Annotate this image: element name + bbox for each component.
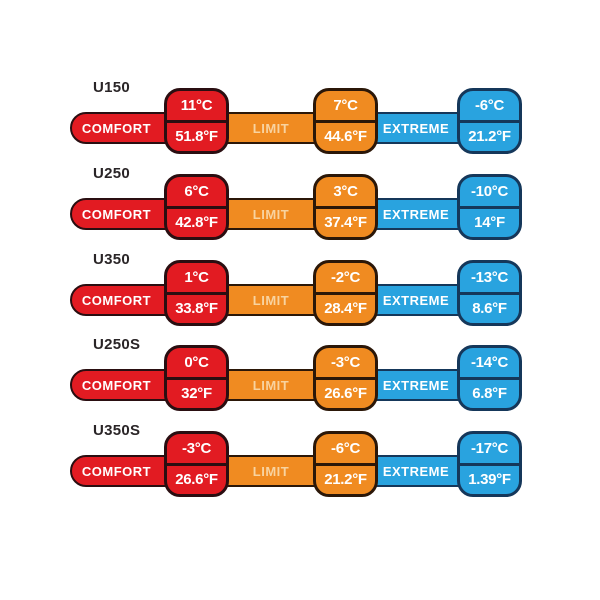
comfort-fahrenheit-value: 42.8°F bbox=[167, 205, 226, 238]
rating-row-u250: U250 COMFORT LIMIT EXTREME 6°C 42.8°F 3°… bbox=[0, 165, 600, 251]
comfort-fahrenheit-value: 51.8°F bbox=[167, 119, 226, 152]
comfort-badge: -3°C 26.6°F bbox=[164, 431, 229, 497]
extreme-fahrenheit-value: 1.39°F bbox=[460, 462, 519, 495]
limit-label: LIMIT bbox=[252, 206, 290, 222]
comfort-celsius-value: 11°C bbox=[180, 96, 213, 114]
extreme-celsius-value: -14°C bbox=[470, 353, 508, 371]
extreme-celsius-value: -17°C bbox=[470, 439, 508, 457]
model-label: U250S bbox=[93, 336, 141, 353]
extreme-fahrenheit-value: 8.6°F bbox=[460, 291, 519, 324]
extreme-label: EXTREME bbox=[382, 120, 450, 136]
limit-badge: 3°C 37.4°F bbox=[313, 174, 378, 240]
limit-celsius-value: -6°C bbox=[331, 439, 360, 457]
model-label: U250 bbox=[93, 165, 131, 182]
limit-fahrenheit-value: 21.2°F bbox=[316, 462, 375, 495]
comfort-fahrenheit-value: 26.6°F bbox=[167, 462, 226, 495]
rating-row-u250s: U250S COMFORT LIMIT EXTREME 0°C 32°F -3°… bbox=[0, 336, 600, 422]
limit-badge: -2°C 28.4°F bbox=[313, 260, 378, 326]
extreme-fahrenheit-value: 21.2°F bbox=[460, 119, 519, 152]
extreme-celsius-value: -6°C bbox=[475, 96, 504, 114]
rating-row-u350s: U350S COMFORT LIMIT EXTREME -3°C 26.6°F … bbox=[0, 422, 600, 508]
extreme-badge: -14°C 6.8°F bbox=[457, 345, 522, 411]
comfort-badge: 6°C 42.8°F bbox=[164, 174, 229, 240]
comfort-label: COMFORT bbox=[81, 206, 152, 222]
limit-label: LIMIT bbox=[252, 292, 290, 308]
extreme-label: EXTREME bbox=[382, 377, 450, 393]
extreme-fahrenheit-value: 14°F bbox=[460, 205, 519, 238]
extreme-label: EXTREME bbox=[382, 292, 450, 308]
model-label: U150 bbox=[93, 79, 131, 96]
extreme-celsius-value: -10°C bbox=[470, 182, 508, 200]
comfort-label: COMFORT bbox=[81, 120, 152, 136]
limit-label: LIMIT bbox=[252, 377, 290, 393]
comfort-celsius-value: -3°C bbox=[182, 439, 211, 457]
extreme-label: EXTREME bbox=[382, 206, 450, 222]
extreme-badge: -6°C 21.2°F bbox=[457, 88, 522, 154]
limit-fahrenheit-value: 37.4°F bbox=[316, 205, 375, 238]
limit-badge: -6°C 21.2°F bbox=[313, 431, 378, 497]
comfort-badge: 0°C 32°F bbox=[164, 345, 229, 411]
limit-badge: -3°C 26.6°F bbox=[313, 345, 378, 411]
comfort-badge: 1°C 33.8°F bbox=[164, 260, 229, 326]
limit-label: LIMIT bbox=[252, 120, 290, 136]
comfort-celsius-value: 0°C bbox=[184, 353, 209, 371]
comfort-fahrenheit-value: 32°F bbox=[167, 376, 226, 409]
comfort-badge: 11°C 51.8°F bbox=[164, 88, 229, 154]
limit-celsius-value: -3°C bbox=[331, 353, 360, 371]
limit-fahrenheit-value: 28.4°F bbox=[316, 291, 375, 324]
extreme-celsius-value: -13°C bbox=[470, 268, 508, 286]
extreme-label: EXTREME bbox=[382, 463, 450, 479]
comfort-celsius-value: 1°C bbox=[184, 268, 209, 286]
limit-celsius-value: 3°C bbox=[333, 182, 358, 200]
limit-label: LIMIT bbox=[252, 463, 290, 479]
extreme-badge: -13°C 8.6°F bbox=[457, 260, 522, 326]
comfort-label: COMFORT bbox=[81, 377, 152, 393]
limit-fahrenheit-value: 26.6°F bbox=[316, 376, 375, 409]
model-label: U350 bbox=[93, 251, 131, 268]
rating-row-u350: U350 COMFORT LIMIT EXTREME 1°C 33.8°F -2… bbox=[0, 251, 600, 337]
comfort-fahrenheit-value: 33.8°F bbox=[167, 291, 226, 324]
extreme-fahrenheit-value: 6.8°F bbox=[460, 376, 519, 409]
model-label: U350S bbox=[93, 422, 141, 439]
comfort-label: COMFORT bbox=[81, 463, 152, 479]
extreme-badge: -10°C 14°F bbox=[457, 174, 522, 240]
rating-row-u150: U150 COMFORT LIMIT EXTREME 11°C 51.8°F 7… bbox=[0, 79, 600, 165]
comfort-label: COMFORT bbox=[81, 292, 152, 308]
comfort-celsius-value: 6°C bbox=[184, 182, 209, 200]
limit-fahrenheit-value: 44.6°F bbox=[316, 119, 375, 152]
limit-badge: 7°C 44.6°F bbox=[313, 88, 378, 154]
extreme-badge: -17°C 1.39°F bbox=[457, 431, 522, 497]
limit-celsius-value: 7°C bbox=[333, 96, 358, 114]
limit-celsius-value: -2°C bbox=[331, 268, 360, 286]
